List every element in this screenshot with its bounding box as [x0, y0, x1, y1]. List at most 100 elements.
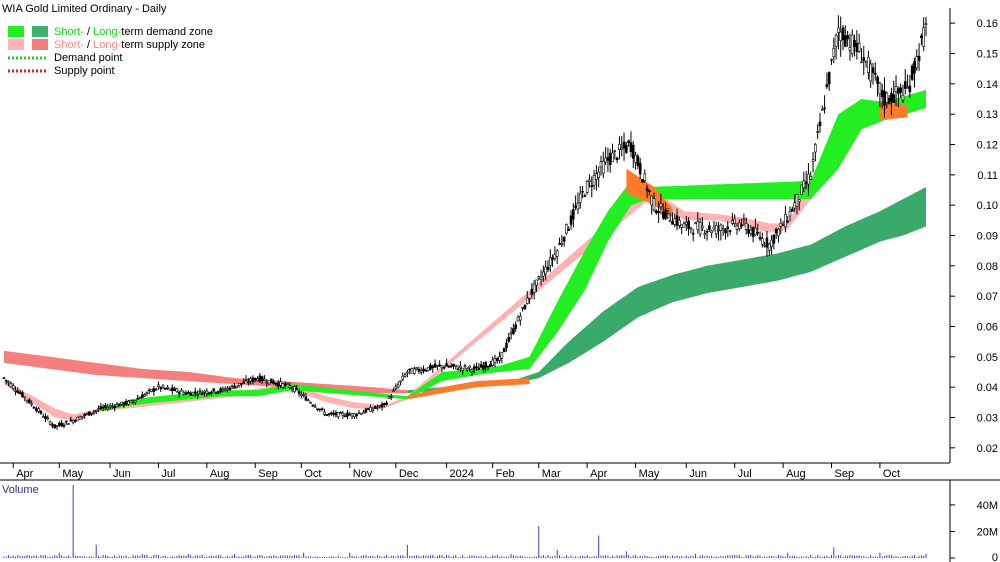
price-bar-body [371, 408, 375, 411]
price-bar-body [924, 23, 928, 26]
price-bar [131, 399, 135, 405]
price-bar-body [376, 407, 379, 409]
time-tick-label: Jun [689, 468, 707, 480]
axes-layer: 0.02 0.03 0.04 0.05 0.06 0.07 0.08 0.09 0.10 0.11… [0, 8, 998, 480]
price-bar-body [491, 359, 494, 366]
time-tick-label: Jun [113, 468, 131, 480]
price-bar [537, 275, 541, 281]
price-bar-body [233, 386, 236, 389]
price-bar [920, 33, 923, 46]
price-bar [205, 388, 209, 397]
price-bar [53, 424, 57, 429]
price-bar [551, 254, 554, 267]
price-bar-body [599, 161, 603, 168]
price-bar-body [615, 157, 619, 161]
price-bar-body [682, 223, 686, 228]
price-bar-body [528, 297, 531, 300]
price-bar-body [67, 423, 70, 425]
price-bar-body [696, 221, 700, 231]
price-bar [330, 411, 333, 416]
price-bar-body [728, 230, 732, 232]
price-bar-body [152, 388, 156, 392]
price-bar-body [350, 413, 354, 417]
price-bar-body [862, 57, 866, 62]
price-bar [811, 152, 815, 173]
price-bar [366, 407, 370, 411]
price-bar [341, 410, 345, 419]
price-bar-body [565, 224, 568, 234]
price-bar-body [744, 223, 748, 230]
price-bar-body [456, 368, 460, 371]
price-bar [855, 30, 859, 60]
time-tick-label: May [639, 468, 660, 480]
price-bar [48, 420, 52, 426]
price-bar [51, 422, 54, 429]
price-bar [731, 212, 734, 226]
price-bar [143, 393, 146, 397]
price-bar [622, 132, 626, 161]
price-bar [572, 203, 575, 228]
price-bar [924, 17, 928, 37]
price-bar [362, 409, 365, 414]
price-bar-body [740, 224, 743, 227]
price-bar [445, 358, 448, 367]
price-bar-body [767, 243, 771, 251]
legend-label-sep: / [84, 39, 93, 51]
price-bar [901, 84, 905, 103]
time-tick-label: Sep [834, 468, 854, 480]
price-bar [152, 385, 156, 396]
price-bar [242, 378, 246, 384]
price-bar [839, 16, 843, 57]
price-bar [320, 407, 324, 412]
price-bar [466, 367, 469, 373]
price-bar-body [369, 407, 372, 412]
price-bar-body [892, 94, 896, 104]
price-bar-body [2, 377, 6, 380]
price-tick-label: 0.11 [977, 170, 998, 182]
price-bar-body [394, 386, 398, 389]
price-bar-body [800, 184, 803, 195]
price-bar-body [449, 365, 453, 368]
price-bar-body [459, 365, 462, 368]
price-bar [417, 366, 421, 374]
price-bar [698, 218, 702, 238]
price-bar-body [194, 391, 197, 394]
price-bar-body [703, 233, 707, 235]
price-bar [410, 367, 414, 374]
price-bar [666, 208, 670, 220]
price-bar-body [784, 214, 787, 228]
price-bar-body [470, 369, 474, 372]
price-bar [659, 193, 663, 215]
price-bar-body [85, 413, 89, 415]
price-bar [728, 229, 732, 236]
price-bar [129, 400, 133, 403]
price-bar-body [237, 382, 241, 386]
price-bar [180, 387, 183, 392]
price-bar [629, 131, 633, 158]
time-tick-label: Aug [210, 468, 230, 480]
price-bar-body [795, 194, 799, 207]
price-bar-body [120, 401, 123, 405]
price-bar [449, 363, 453, 368]
price-bar-body [678, 219, 681, 226]
price-bar [705, 228, 709, 241]
time-tick-label: Apr [590, 468, 607, 480]
price-bar-body [168, 388, 172, 391]
price-bar [853, 34, 856, 57]
price-bar-body [486, 365, 490, 368]
legend-item: Short- / Long-term supply zone [8, 39, 205, 51]
price-bar-body [595, 173, 598, 180]
price-bar-body [475, 366, 478, 368]
price-bar [530, 283, 534, 299]
price-bar [638, 157, 642, 179]
price-bar-body [281, 383, 285, 388]
price-bar-body [440, 365, 444, 369]
price-bar-body [788, 210, 792, 217]
price-bar-body [359, 413, 363, 415]
price-bar [737, 219, 741, 232]
price-bar [749, 225, 753, 237]
price-bar-body [184, 392, 188, 395]
price-bar [606, 147, 610, 172]
price-bar [81, 416, 84, 420]
price-bar [514, 321, 518, 333]
